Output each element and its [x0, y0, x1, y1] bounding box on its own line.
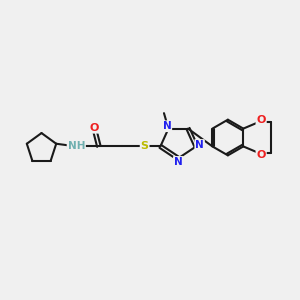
Text: O: O — [89, 123, 99, 133]
Text: N: N — [195, 140, 204, 150]
Text: O: O — [256, 150, 266, 161]
Text: N: N — [174, 157, 183, 167]
Text: S: S — [141, 141, 148, 152]
Text: NH: NH — [68, 141, 85, 152]
Text: O: O — [256, 115, 266, 125]
Text: N: N — [163, 121, 171, 131]
